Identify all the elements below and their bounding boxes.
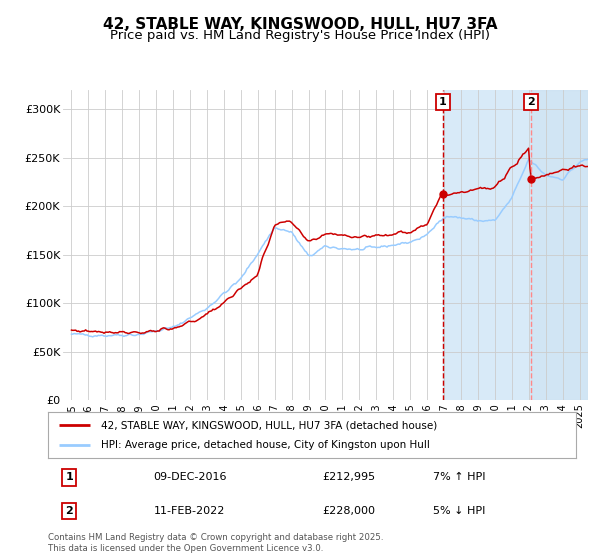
Text: 2: 2 bbox=[65, 506, 73, 516]
Text: £228,000: £228,000 bbox=[323, 506, 376, 516]
Text: 42, STABLE WAY, KINGSWOOD, HULL, HU7 3FA (detached house): 42, STABLE WAY, KINGSWOOD, HULL, HU7 3FA… bbox=[101, 420, 437, 430]
Text: 42, STABLE WAY, KINGSWOOD, HULL, HU7 3FA: 42, STABLE WAY, KINGSWOOD, HULL, HU7 3FA bbox=[103, 17, 497, 32]
Text: 11-FEB-2022: 11-FEB-2022 bbox=[154, 506, 225, 516]
Text: 7% ↑ HPI: 7% ↑ HPI bbox=[433, 473, 486, 483]
Text: 09-DEC-2016: 09-DEC-2016 bbox=[154, 473, 227, 483]
Text: 5% ↓ HPI: 5% ↓ HPI bbox=[433, 506, 486, 516]
Bar bbox=[530, 90, 588, 400]
Text: 1: 1 bbox=[65, 473, 73, 483]
Text: HPI: Average price, detached house, City of Kingston upon Hull: HPI: Average price, detached house, City… bbox=[101, 440, 430, 450]
Text: 2: 2 bbox=[527, 97, 535, 107]
Text: 1: 1 bbox=[439, 97, 446, 107]
Text: £212,995: £212,995 bbox=[323, 473, 376, 483]
Text: Contains HM Land Registry data © Crown copyright and database right 2025.
This d: Contains HM Land Registry data © Crown c… bbox=[48, 533, 383, 553]
Text: Price paid vs. HM Land Registry's House Price Index (HPI): Price paid vs. HM Land Registry's House … bbox=[110, 29, 490, 42]
Bar bbox=[443, 90, 588, 400]
